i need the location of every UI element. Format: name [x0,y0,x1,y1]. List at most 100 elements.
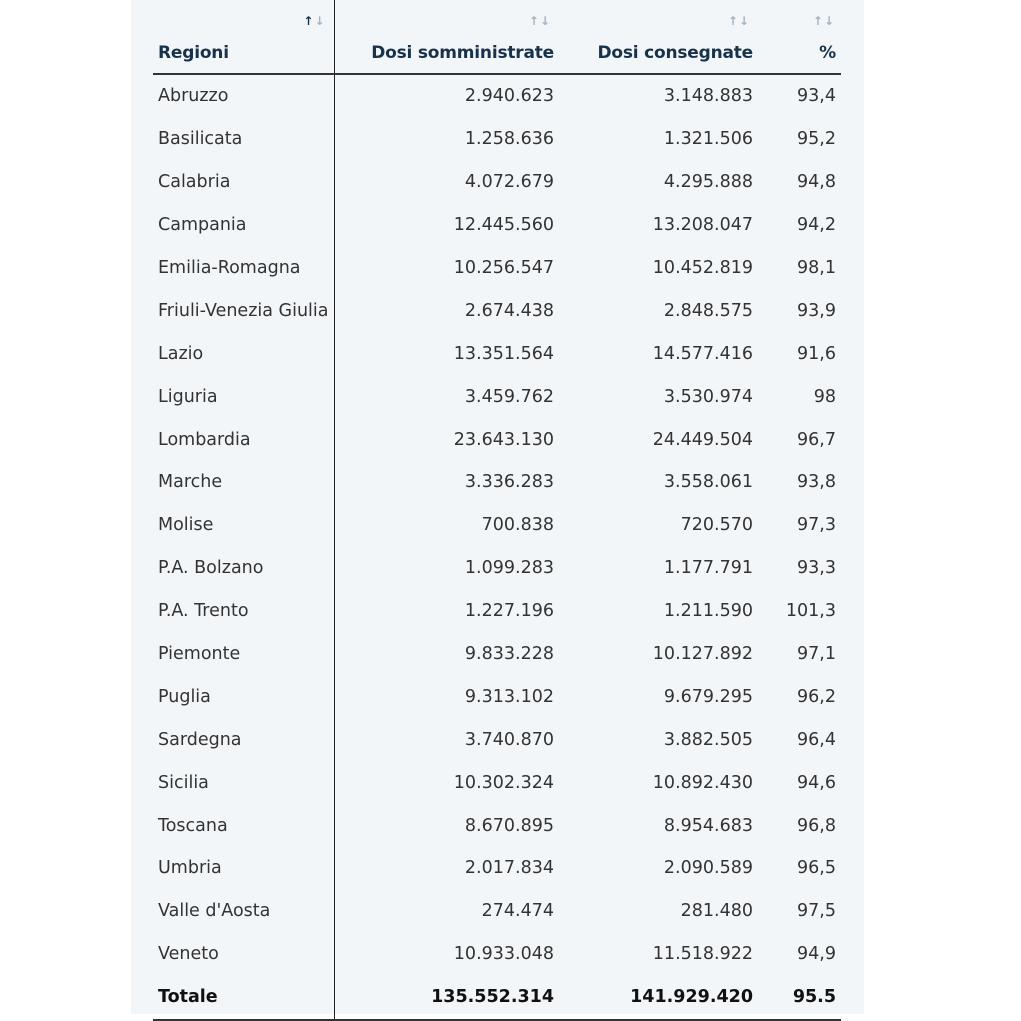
cell-delivered: 14.577.416 [652,343,753,364]
cell-delivered: 10.127.892 [652,644,753,665]
cell-delivered: 4.295.888 [663,172,753,193]
table-row: Umbria 2.017.834 2.090.589 96,5 [153,847,841,890]
sort-arrows-icon[interactable]: ↑↓ [727,14,750,28]
cell-delivered: 720.570 [680,515,753,536]
cell-percent: 96,2 [797,686,836,707]
cell-delivered: 1.211.590 [663,601,753,622]
cell-region: Veneto [153,932,335,976]
cell-percent: 98 [813,386,836,407]
cell-administered: 8.670.895 [464,815,554,836]
cell-administered: 10.302.324 [453,772,554,793]
total-row: Totale 135.552.314 141.929.420 95.5 [153,975,841,1021]
column-header-percent[interactable]: % ↑↓ [758,0,841,75]
cell-administered: 9.833.228 [464,644,554,665]
cell-administered: 9.313.102 [464,686,554,707]
cell-administered: 10.256.547 [453,258,554,278]
cell-administered: 23.643.130 [453,429,554,450]
cell-delivered: 10.892.430 [652,772,753,793]
table-row: P.A. Trento 1.227.196 1.211.590 101,3 [153,589,841,633]
cell-percent: 97,5 [797,901,836,922]
cell-region: Friuli-Venezia Giulia [153,289,335,333]
cell-administered: 1.099.283 [464,558,554,579]
cell-percent: 93,4 [797,86,836,107]
table-row: Friuli-Venezia Giulia 2.674.438 2.848.575 9… [153,289,841,333]
table-row: Valle d'Aosta 274.474 281.480 97,5 [153,889,841,933]
cell-region: Sardegna [153,718,335,762]
cell-administered: 3.459.762 [464,386,554,407]
cell-administered: 1.227.196 [464,601,554,622]
cell-delivered: 8.954.683 [663,815,753,836]
cell-delivered: 10.452.819 [652,258,753,278]
total-administered: 135.552.314 [334,975,559,1021]
cell-administered: 13.351.564 [453,343,554,364]
cell-region: Liguria [153,375,335,419]
cell-region: Marche [153,461,335,504]
table-body: Abruzzo 2.940.623 3.148.883 93,4 Basilicata 1… [153,74,841,1021]
cell-percent: 93,9 [797,300,836,321]
table-row: Calabria 4.072.679 4.295.888 94,8 [153,160,841,204]
cell-delivered: 3.148.883 [663,86,753,107]
header-row: Regioni ↑↓ Dosi somministrate ↑↓ Dosi co… [153,0,841,75]
sort-arrows-icon[interactable]: ↑↓ [303,14,326,28]
table-row: Piemonte 9.833.228 10.127.892 97,1 [153,632,841,676]
cell-delivered: 24.449.504 [652,429,753,450]
cell-percent: 94,2 [797,215,836,236]
cell-region: Lombardia [153,418,335,462]
cell-administered: 274.474 [481,901,554,922]
cell-delivered: 2.848.575 [663,300,753,321]
cell-percent: 96,8 [797,815,836,836]
sort-arrows-icon[interactable]: ↑↓ [812,14,835,28]
cell-region: Toscana [153,804,335,848]
column-header-label: % [819,43,836,63]
cell-percent: 94,8 [797,172,836,193]
cell-percent: 96,5 [797,858,836,879]
column-header-administered[interactable]: Dosi somministrate ↑↓ [334,0,559,75]
column-header-label: Dosi somministrate [371,43,554,63]
cell-administered: 3.336.283 [464,472,554,493]
sort-arrows-icon[interactable]: ↑↓ [528,14,551,28]
table-row: Sicilia 10.302.324 10.892.430 94,6 [153,761,841,805]
table-row: Campania 12.445.560 13.208.047 94,2 [153,203,841,247]
cell-region: Sicilia [153,761,335,805]
cell-region: Abruzzo [153,74,335,118]
cell-region: Umbria [153,847,335,890]
table-row: Emilia-Romagna 10.256.547 10.452.819 98,1 [153,246,841,290]
table-row: Toscana 8.670.895 8.954.683 96,8 [153,804,841,848]
cell-percent: 93,8 [797,472,836,493]
table-row: Basilicata 1.258.636 1.321.506 95,2 [153,117,841,161]
column-header-region[interactable]: Regioni ↑↓ [153,0,335,75]
cell-region: Basilicata [153,117,335,161]
cell-region: Valle d'Aosta [153,889,335,933]
cell-region: Emilia-Romagna [153,246,335,290]
cell-delivered: 3.882.505 [663,729,753,750]
cell-percent: 93,3 [797,558,836,579]
cell-region: Lazio [153,332,335,376]
cell-percent: 95,2 [797,129,836,150]
column-header-label: Dosi consegnate [597,43,753,63]
table-panel: Regioni ↑↓ Dosi somministrate ↑↓ Dosi co… [131,0,864,1021]
cell-delivered: 3.530.974 [663,386,753,407]
column-header-delivered[interactable]: Dosi consegnate ↑↓ [559,0,758,75]
vaccine-doses-table: Regioni ↑↓ Dosi somministrate ↑↓ Dosi co… [153,0,841,1021]
table-row: P.A. Bolzano 1.099.283 1.177.791 93,3 [153,546,841,590]
cell-region: Campania [153,203,335,247]
cell-delivered: 11.518.922 [652,944,753,965]
cell-delivered: 1.177.791 [663,558,753,579]
cell-region: Piemonte [153,632,335,676]
cell-percent: 91,6 [797,343,836,364]
table-row: Veneto 10.933.048 11.518.922 94,9 [153,932,841,976]
cell-administered: 2.674.438 [464,300,554,321]
table-row: Lazio 13.351.564 14.577.416 91,6 [153,332,841,376]
cell-delivered: 1.321.506 [663,129,753,150]
cell-percent: 94,9 [797,944,836,965]
cell-percent: 96,4 [797,729,836,750]
cell-region: Calabria [153,160,335,204]
cell-delivered: 3.558.061 [663,472,753,493]
cell-administered: 700.838 [481,515,554,536]
cell-percent: 98,1 [797,258,836,278]
total-percent: 95.5 [758,975,841,1021]
cell-delivered: 2.090.589 [663,858,753,879]
cell-administered: 2.940.623 [464,86,554,107]
total-delivered: 141.929.420 [559,975,758,1021]
table-row: Molise 700.838 720.570 97,3 [153,503,841,547]
